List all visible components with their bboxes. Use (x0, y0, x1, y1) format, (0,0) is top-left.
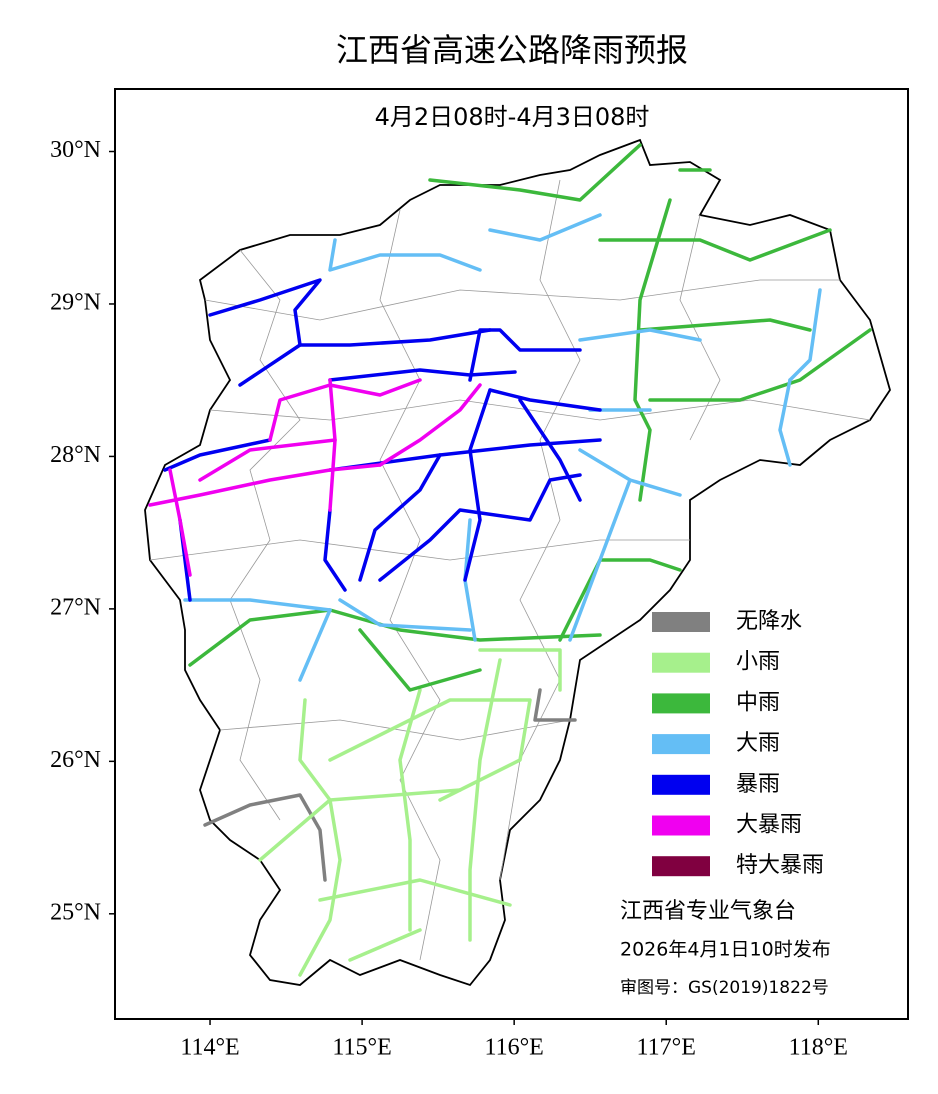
road (788, 288, 822, 382)
legend-label: 大暴雨 (736, 813, 802, 838)
legend-swatch (652, 693, 710, 714)
road (168, 468, 192, 577)
credits: 江西省专业气象台 2026年4月1日10时发布 审图号：GS(2019)1822… (620, 899, 831, 998)
road (188, 608, 602, 667)
legend-swatch (652, 652, 710, 673)
legend-label: 小雨 (736, 650, 780, 675)
road (328, 698, 532, 802)
road (518, 398, 582, 502)
road (323, 508, 347, 592)
county-borders (149, 179, 871, 961)
road (358, 628, 482, 692)
period: 4月2日08时-4月3日08时 (375, 103, 650, 131)
road-network (148, 143, 872, 977)
x-tick-label: 115°E (332, 1035, 391, 1061)
legend-swatch (652, 774, 710, 795)
road (598, 228, 832, 262)
legend-swatch (652, 612, 710, 632)
road (468, 658, 502, 942)
road (338, 598, 472, 632)
road (328, 238, 482, 272)
x-tick-label: 117°E (637, 1035, 696, 1061)
legend-swatch (652, 856, 710, 877)
road (208, 278, 322, 387)
road (148, 463, 382, 507)
road (163, 438, 272, 472)
legend-label: 无降水 (736, 609, 802, 634)
road (348, 928, 422, 962)
legend-swatch (652, 734, 710, 755)
map-frame (114, 88, 909, 1020)
road (578, 328, 702, 342)
y-tick-label: 30°N (50, 137, 101, 163)
credit-date: 2026年4月1日10时发布 (620, 939, 831, 961)
road (488, 213, 602, 242)
legend-label: 大雨 (736, 731, 780, 756)
road (198, 438, 337, 482)
legend-label: 中雨 (736, 690, 780, 715)
road (358, 453, 442, 582)
road (298, 328, 492, 347)
road (298, 608, 332, 682)
road (558, 558, 682, 642)
road (398, 688, 422, 932)
x-tick-label: 116°E (484, 1035, 543, 1061)
road (183, 598, 332, 612)
road (328, 378, 337, 512)
road (648, 328, 872, 402)
legend-swatch (652, 815, 710, 836)
map-title: 江西省高速公路降雨预报 (336, 31, 688, 69)
road (633, 198, 672, 502)
legend-label: 特大暴雨 (736, 853, 824, 878)
road (533, 688, 577, 722)
province-outline (144, 138, 891, 987)
legend-label: 暴雨 (736, 772, 780, 797)
y-tick-label: 26°N (50, 747, 101, 773)
credit-approval: 审图号：GS(2019)1822号 (620, 978, 829, 998)
road (203, 793, 327, 882)
road (378, 473, 582, 582)
road (638, 318, 812, 332)
road (298, 698, 342, 977)
credit-org: 江西省专业气象台 (620, 899, 796, 924)
road (488, 388, 602, 412)
road (378, 383, 482, 467)
road (468, 328, 582, 382)
x-tick-label: 114°E (180, 1035, 239, 1061)
road (258, 788, 462, 862)
road (778, 378, 792, 467)
y-tick-label: 27°N (50, 594, 101, 620)
road (463, 388, 492, 582)
y-tick-label: 29°N (50, 289, 101, 315)
road (328, 368, 517, 382)
y-tick-label: 25°N (50, 899, 101, 925)
road (568, 478, 632, 642)
x-tick-label: 118°E (789, 1035, 848, 1061)
y-tick-label: 28°N (50, 442, 101, 468)
road (428, 143, 642, 202)
road (318, 878, 512, 907)
road (478, 648, 562, 692)
